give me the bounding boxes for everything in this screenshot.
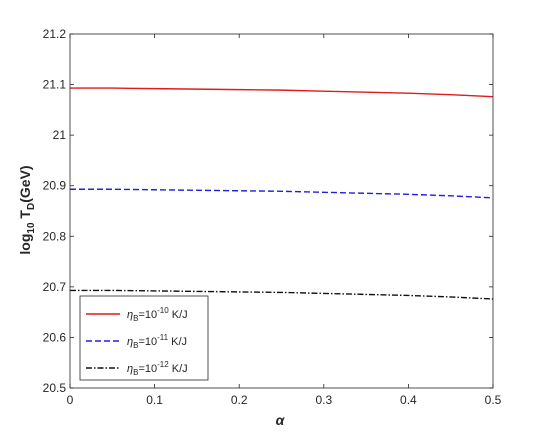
legend-item: ηB=10-11 K/J: [86, 333, 187, 350]
plot-frame: [69, 33, 494, 389]
y-tick-label: 20.9: [43, 179, 67, 193]
legend-item: ηB=10-12 K/J: [86, 360, 188, 377]
x-tick-labels: 0 0.1 0.2 0.3 0.4 0.5: [67, 393, 502, 407]
legend-label: ηB=10-11 K/J: [127, 333, 187, 350]
series-line-3: [70, 289, 494, 300]
series-line-2: [70, 188, 494, 199]
x-tick-label: 0.3: [315, 393, 332, 407]
legend-item: ηB=10-10 K/J: [86, 306, 188, 323]
y-tick-label: 21.2: [43, 27, 67, 41]
legend-box: [79, 295, 209, 381]
legend: ηB=10-10 K/J ηB=10-11 K/J ηB=10-12 K/J: [79, 295, 209, 381]
series-line-1: [70, 87, 494, 98]
y-tick-label: 20.8: [43, 229, 67, 243]
series-group: [70, 87, 494, 300]
legend-label: ηB=10-10 K/J: [127, 306, 188, 323]
y-tick-label: 21: [53, 128, 67, 142]
y-tick-label: 20.6: [43, 330, 67, 344]
y-tick-labels: 20.5 20.6 20.7 20.8 20.9 21 21.1 21.2: [43, 27, 67, 395]
x-tick-label: 0.1: [146, 393, 163, 407]
y-tick-label: 20.7: [43, 280, 67, 294]
legend-label: ηB=10-12 K/J: [127, 360, 188, 377]
y-axis-label: log10 TD(GeV): [17, 165, 37, 254]
y-tick-label: 20.5: [43, 381, 67, 395]
x-tick-label: 0.4: [400, 393, 417, 407]
x-tick-label: 0: [67, 393, 74, 407]
x-tick-label: 0.5: [485, 393, 502, 407]
x-tick-label: 0.2: [231, 393, 248, 407]
y-tick-label: 21.1: [43, 78, 67, 92]
x-axis-label: α: [276, 412, 286, 428]
